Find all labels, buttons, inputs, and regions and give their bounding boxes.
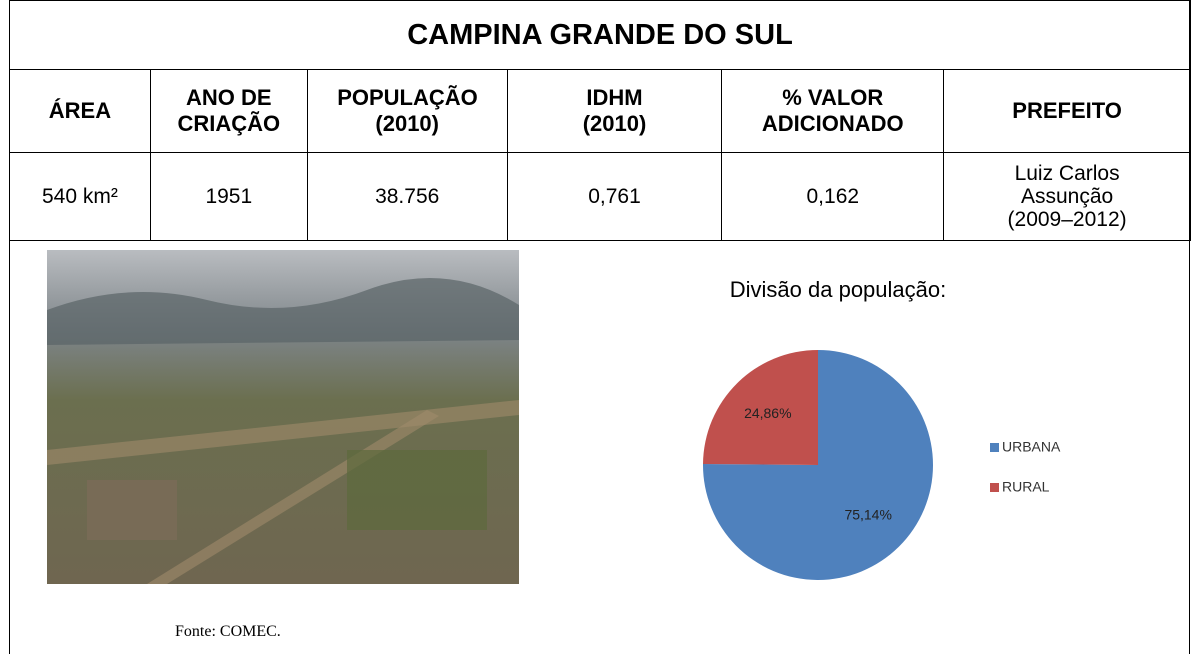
data-label: 75,14% — [844, 506, 891, 522]
header: % VALOR ADICIONADO — [753, 85, 913, 137]
header-cell: IDHM (2010) — [507, 70, 722, 153]
cell: 540 km² — [10, 153, 151, 241]
photo-caption: Fonte: COMEC. — [175, 623, 281, 641]
header: POPULAÇÃO (2010) — [337, 85, 477, 137]
aerial-photo — [47, 250, 519, 584]
cell: 0,162 — [722, 153, 944, 241]
legend-swatch — [990, 443, 999, 452]
header-cell: ÁREA — [10, 70, 151, 153]
info-table: CAMPINA GRANDE DO SUL ÁREA ANO DE CRIAÇÃ… — [9, 0, 1191, 241]
pie-chart: Divisão da população: 75,14% URBANA 24,86%… — [600, 245, 1160, 595]
cell: 0,761 — [507, 153, 722, 241]
header-cell: POPULAÇÃO (2010) — [307, 70, 507, 153]
legend-label: URBANA — [1002, 439, 1061, 455]
cell: 1951 — [150, 153, 307, 241]
cell: 38.756 — [307, 153, 507, 241]
header-cell: PREFEITO — [944, 70, 1191, 153]
header-cell: % VALOR ADICIONADO — [722, 70, 944, 153]
header: IDHM (2010) — [575, 85, 655, 137]
chart-title: Divisão da população: — [730, 277, 946, 302]
table-title: CAMPINA GRANDE DO SUL — [10, 1, 1191, 70]
legend-label: RURAL — [1002, 479, 1050, 495]
header-cell: ANO DE CRIAÇÃO — [150, 70, 307, 153]
header: PREFEITO — [1012, 98, 1122, 124]
page: CAMPINA GRANDE DO SUL ÁREA ANO DE CRIAÇÃ… — [0, 0, 1199, 654]
header: ÁREA — [49, 98, 111, 124]
data-label: 24,86% — [744, 405, 791, 421]
cell: Luiz Carlos Assunção (2009–2012) — [944, 153, 1191, 241]
header: ANO DE CRIAÇÃO — [174, 85, 284, 137]
cell-text: Luiz Carlos Assunção (2009–2012) — [987, 162, 1147, 231]
legend-swatch — [990, 483, 999, 492]
